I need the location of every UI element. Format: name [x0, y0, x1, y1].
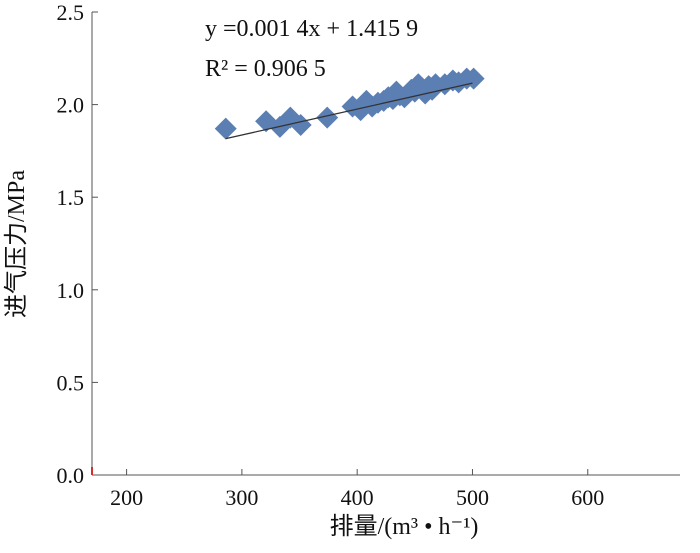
x-tick-label: 600	[571, 485, 604, 510]
r-squared-label: R² = 0.906 5	[205, 56, 326, 82]
y-axis-title: 进气压力/MPa	[3, 170, 30, 318]
x-tick-label: 400	[341, 485, 374, 510]
x-axis-title: 排量/(m³ • h⁻¹)	[330, 513, 479, 540]
trendline-group	[225, 82, 473, 140]
y-tick-label: 0.0	[57, 463, 85, 488]
y-tick-label: 2.5	[57, 0, 85, 25]
y-tick-label: 1.0	[57, 278, 85, 303]
equation-label: y =0.001 4x + 1.415 9	[205, 16, 418, 42]
y-tick-label: 2.0	[57, 93, 85, 118]
trendline	[225, 82, 473, 140]
data-point	[214, 117, 237, 140]
axes: 0.0 0.5 1.0 1.5 2.0 2.5 200 300 400 500 600	[57, 0, 680, 510]
x-tick-label: 300	[225, 485, 258, 510]
data-point	[316, 106, 339, 129]
data-point	[289, 113, 312, 136]
x-tick-label: 500	[456, 485, 489, 510]
data-point	[255, 110, 278, 133]
y-tick-label: 0.5	[57, 370, 85, 395]
x-tick-label: 200	[110, 485, 143, 510]
origin-marker	[91, 467, 93, 475]
y-tick-label: 1.5	[57, 185, 85, 210]
